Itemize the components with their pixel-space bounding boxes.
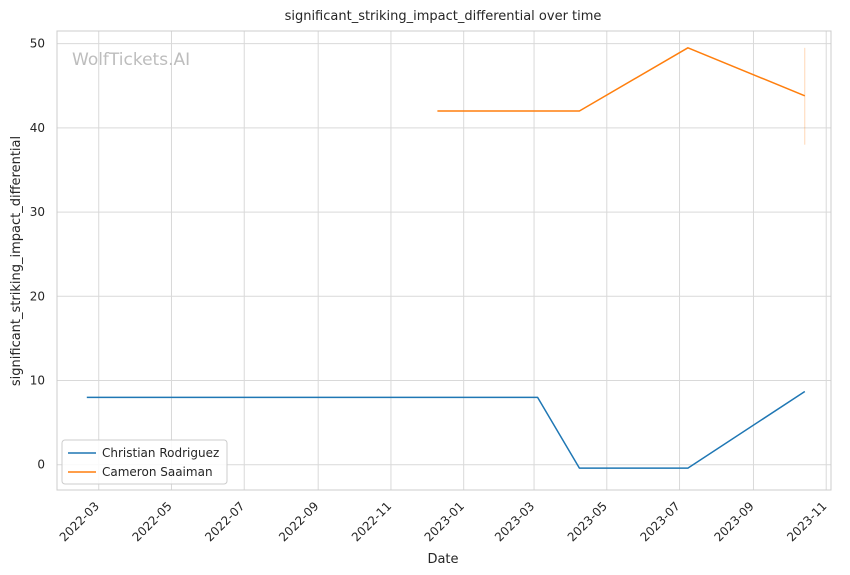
x-axis-label: Date	[427, 552, 458, 567]
series-lines	[86, 47, 806, 469]
y-tick-label: 30	[30, 205, 45, 219]
legend-label-cameron-saaiman: Cameron Saaiman	[102, 465, 213, 479]
y-tick-label: 50	[30, 37, 45, 51]
y-tick-label: 40	[30, 121, 45, 135]
y-tick-label: 20	[30, 289, 45, 303]
legend-box	[61, 439, 228, 485]
y-tick-labels: 0 10 20 30 40 50	[30, 37, 45, 472]
watermark: WolfTickets.AI	[72, 50, 190, 70]
series-line-christian-rodriguez	[86, 390, 806, 469]
legend-label-christian-rodriguez: Christian Rodriguez	[102, 446, 219, 460]
y-tick-label: 0	[37, 458, 45, 472]
series-line-cameron-saaiman	[437, 47, 806, 112]
legend: Christian Rodriguez Cameron Saaiman	[61, 439, 228, 485]
y-tick-label: 10	[30, 374, 45, 388]
plot-frame	[56, 30, 832, 491]
y-axis-label: significant_striking_impact_differential	[9, 136, 24, 386]
chart-title: significant_striking_impact_differential…	[285, 9, 602, 24]
